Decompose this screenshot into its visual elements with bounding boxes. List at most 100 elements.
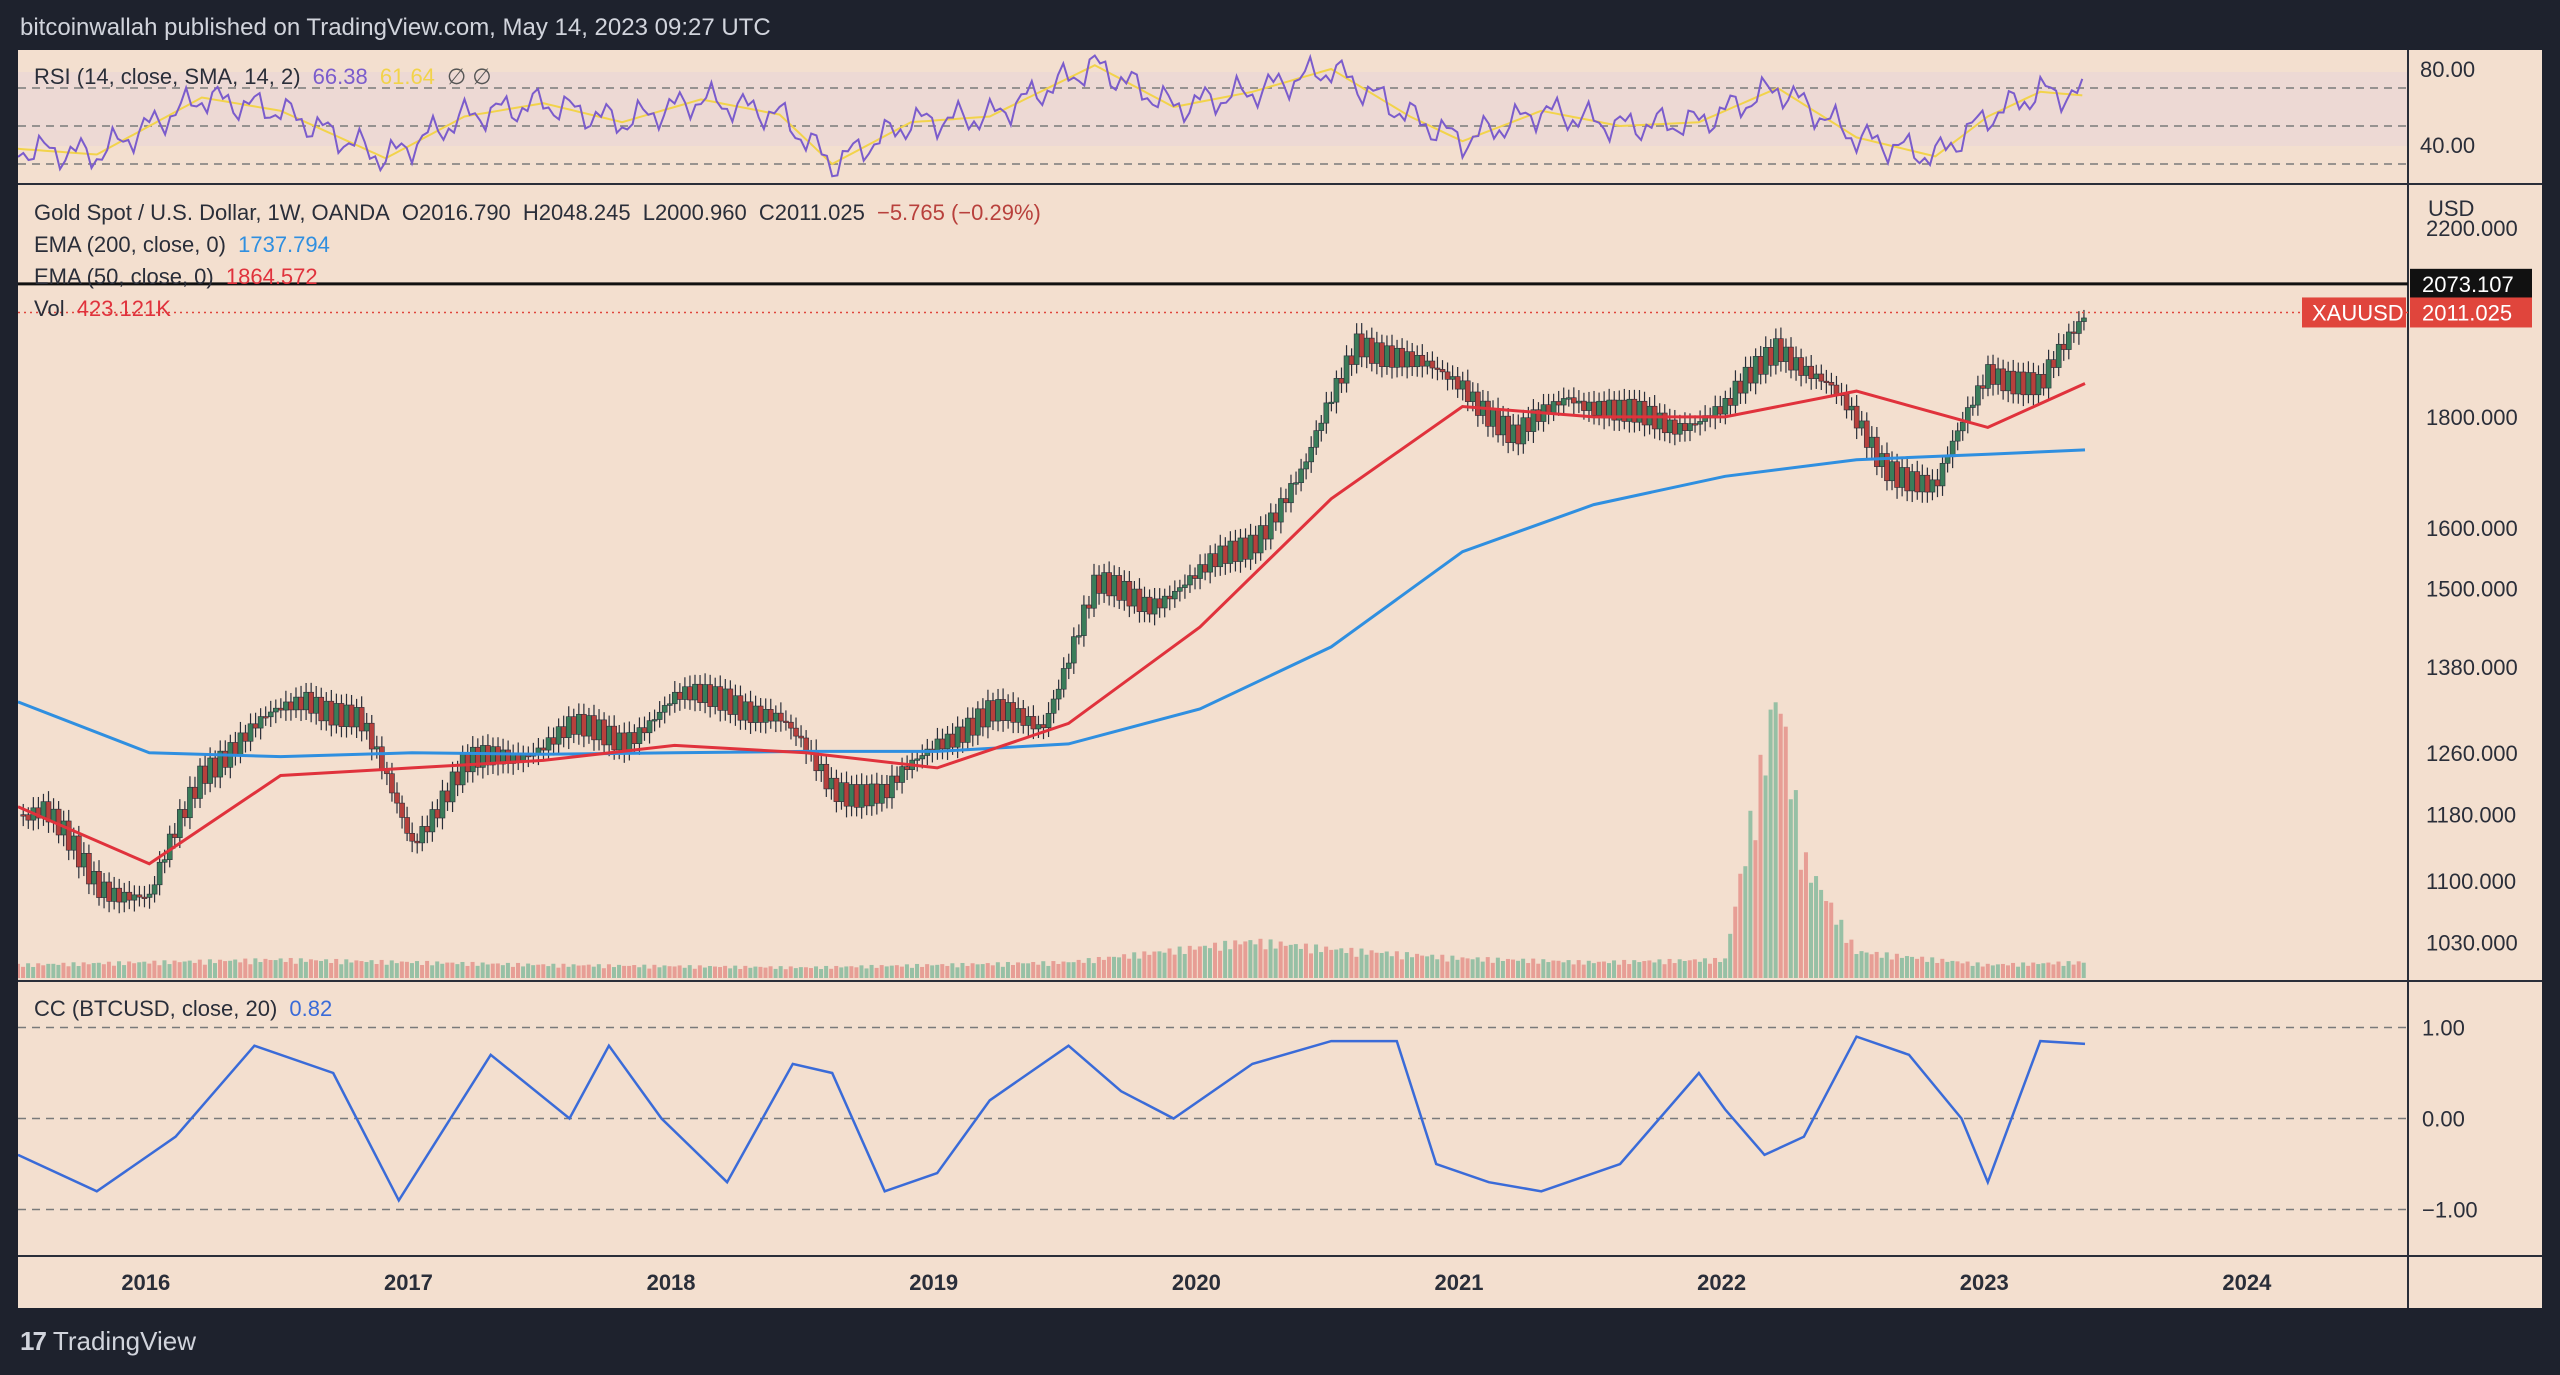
volume-bar [334, 958, 339, 978]
candle-body [1424, 360, 1431, 367]
volume-bar [1743, 866, 1748, 978]
candle-body [2000, 368, 2006, 392]
volume-bar [1657, 959, 1662, 978]
ema200-value: 1737.794 [238, 232, 330, 257]
volume-bar [1490, 962, 1495, 978]
volume-bar [1541, 959, 1546, 978]
volume-bar [1404, 952, 1409, 978]
volume-bar [753, 966, 758, 978]
volume-bar [495, 963, 500, 978]
volume-bar [1445, 961, 1450, 978]
volume-bar [364, 962, 369, 978]
volume-bar [778, 966, 783, 978]
chart-area[interactable]: 80.00 40.00 2200.000 1800.000 1600.000 1500.0… [18, 50, 2542, 1308]
volume-bar [41, 965, 46, 978]
volume-bar [930, 965, 935, 978]
volume-bar [894, 965, 899, 978]
candle-body [2010, 370, 2017, 395]
candle-body [677, 691, 683, 700]
ema50-line [18, 382, 2086, 866]
rsi-band [18, 72, 2408, 146]
candle-body [990, 700, 996, 722]
candle-body [1005, 702, 1011, 721]
volume-bar [1975, 962, 1980, 978]
candle-body [1520, 417, 1527, 445]
candle-body [166, 833, 173, 860]
candle-body [884, 783, 890, 799]
volume-bar [1339, 948, 1344, 978]
candle-body [793, 727, 799, 737]
volume-bar [1723, 958, 1728, 978]
vol-legend: Vol 423.121K [34, 296, 177, 322]
volume-bar [1384, 951, 1389, 978]
candle-body [449, 771, 456, 803]
candle-body [1030, 716, 1037, 730]
volume-bar [2046, 962, 2051, 978]
candle-body [404, 817, 410, 834]
candle-body [1939, 463, 1946, 487]
candle-body [1732, 380, 1739, 406]
volume-bar [1046, 965, 1051, 978]
volume-bar [1672, 963, 1677, 978]
candle-body [853, 784, 860, 808]
rsi-tick-label: 40.00 [2420, 133, 2475, 158]
volume-bar [1803, 852, 1808, 978]
volume-bar [106, 961, 111, 978]
volume-bar [1394, 951, 1399, 978]
candle-body [606, 725, 612, 746]
candle-body [1328, 401, 1335, 404]
volume-bar [354, 960, 359, 978]
chart-svg[interactable]: 80.00 40.00 2200.000 1800.000 1600.000 1500.0… [18, 50, 2542, 1308]
volume-bar [768, 966, 773, 978]
volume-bar [1132, 952, 1137, 978]
candle-body [2015, 371, 2022, 395]
candle-body [1288, 483, 1294, 504]
candle-body [424, 826, 431, 833]
volume-bar [829, 968, 834, 978]
candle-body [136, 894, 143, 898]
candle-body [1970, 404, 1976, 408]
volume-bar [1303, 943, 1308, 978]
candle-body [1409, 351, 1416, 368]
candle-body [308, 691, 314, 714]
volume-bar [1571, 964, 1576, 978]
candle-body [656, 711, 663, 720]
volume-bar [500, 965, 505, 978]
candle-body [914, 758, 921, 761]
candle-body [687, 686, 693, 701]
volume-bar [1495, 957, 1500, 978]
candle-body [1111, 575, 1118, 597]
candle-body [692, 683, 698, 701]
volume-bar [662, 965, 667, 978]
volume-bar [1399, 959, 1404, 978]
candle-body [1550, 401, 1557, 414]
candle-body [717, 686, 724, 711]
candle-body [1101, 572, 1107, 594]
volume-bar [1213, 942, 1218, 978]
tradingview-logo[interactable]: 17 TradingView [20, 1326, 196, 1357]
volume-bar [248, 964, 253, 978]
volume-bar [2005, 965, 2010, 978]
candle-body [1666, 419, 1673, 434]
volume-bar [1127, 958, 1132, 978]
candle-body [247, 723, 254, 742]
candle-body [868, 783, 875, 807]
candle-body [1202, 564, 1208, 573]
candle-body [1954, 430, 1961, 442]
volume-bar [1864, 952, 1869, 978]
volume-bar [995, 962, 1000, 978]
candle-body [712, 686, 719, 707]
candle-body [1000, 699, 1006, 721]
candle-body [96, 871, 102, 898]
candle-body [586, 715, 592, 737]
volume-bar [1627, 964, 1632, 978]
candle-body [1035, 724, 1042, 730]
candle-body [1586, 401, 1592, 411]
volume-bar [1637, 962, 1642, 978]
candle-body [1141, 596, 1148, 612]
volume-bar [1314, 944, 1319, 978]
volume-bar [617, 964, 622, 978]
volume-bar [1652, 962, 1657, 978]
volume-bar [652, 964, 657, 978]
